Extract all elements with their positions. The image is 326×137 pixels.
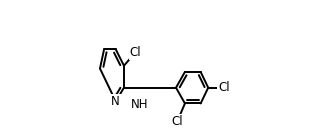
Text: Cl: Cl	[130, 46, 141, 58]
Text: Cl: Cl	[171, 115, 183, 128]
Text: N: N	[111, 95, 120, 108]
Text: NH: NH	[131, 98, 148, 111]
Text: Cl: Cl	[218, 81, 230, 94]
